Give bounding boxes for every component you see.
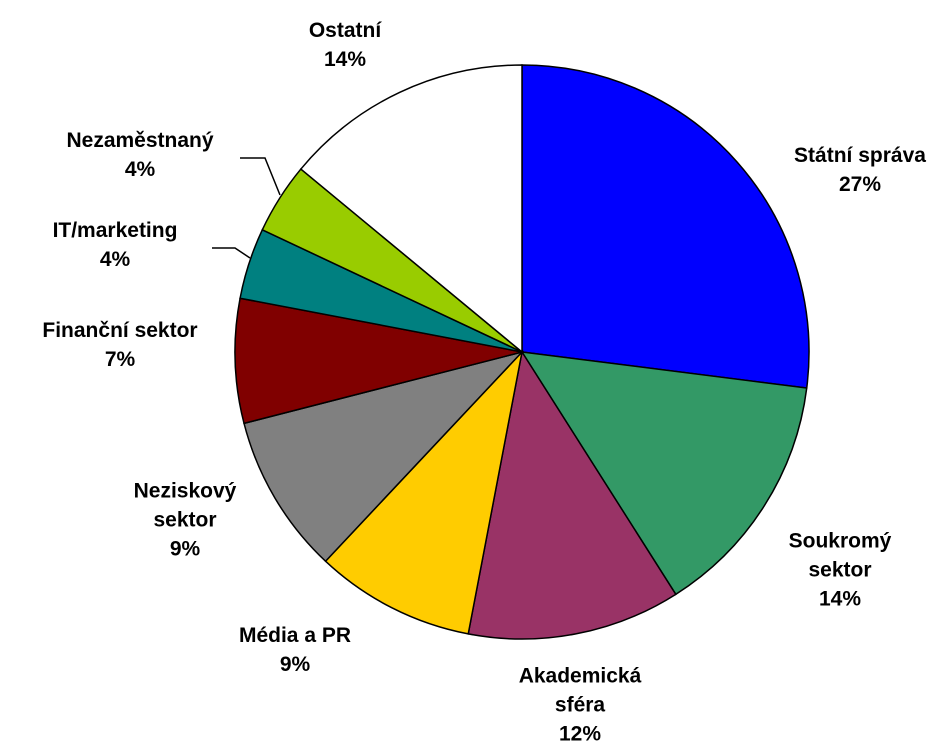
pie-slice xyxy=(467,349,677,640)
value-label: 12% xyxy=(558,722,602,746)
pie-slice xyxy=(243,350,525,563)
leader-line xyxy=(212,247,251,259)
value-label: 7% xyxy=(104,348,136,371)
value-label: 14% xyxy=(818,587,862,611)
slice-label: Finanční sektor 7% xyxy=(10,316,230,374)
value-label: 14% xyxy=(323,48,367,71)
category-label: Finanční sektor xyxy=(42,319,198,342)
slice-label: Akademická sféra 12% xyxy=(495,662,665,749)
slice-label: Neziskový sektor 9% xyxy=(110,477,260,564)
slice-label: IT/marketing 4% xyxy=(15,216,215,274)
category-label: Neziskový sektor xyxy=(133,479,237,532)
category-label: Státní správa xyxy=(794,144,926,167)
pie-slice xyxy=(521,64,810,389)
slice-label: Státní správa 27% xyxy=(730,141,946,199)
slice-label: Ostatní 14% xyxy=(265,16,425,74)
slice-label: Soukromý sektor 14% xyxy=(765,527,915,614)
category-label: Nezaměstnaný xyxy=(66,129,214,152)
pie-slice xyxy=(324,349,524,635)
slice-label: Nezaměstnaný 4% xyxy=(30,126,250,184)
pie-slice xyxy=(234,297,523,425)
pie-slice xyxy=(299,64,523,354)
leader-line xyxy=(240,157,281,196)
category-label: Ostatní xyxy=(308,19,382,42)
category-label: Média a PR xyxy=(238,624,352,647)
value-label: 27% xyxy=(838,173,882,196)
value-label: 9% xyxy=(279,653,311,676)
category-label: Soukromý sektor xyxy=(788,529,892,582)
value-label: 9% xyxy=(169,537,201,561)
category-label: IT/marketing xyxy=(52,219,178,242)
slice-label: Média a PR 9% xyxy=(195,621,395,679)
pie-slice xyxy=(520,351,808,596)
value-label: 4% xyxy=(99,248,131,271)
category-label: Akademická sféra xyxy=(518,664,642,717)
value-label: 4% xyxy=(124,158,156,181)
